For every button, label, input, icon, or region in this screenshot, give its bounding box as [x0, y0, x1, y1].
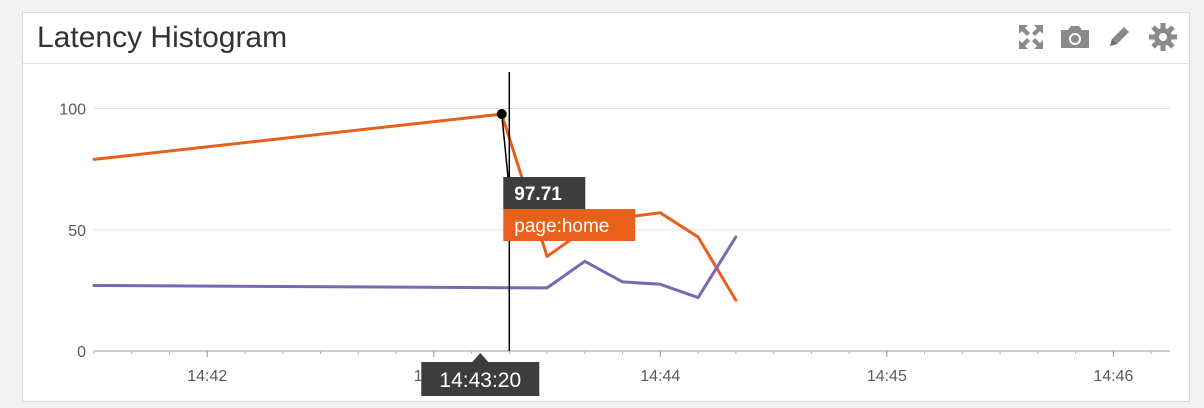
tooltip-value: 97.71 [514, 184, 562, 205]
y-tick-label: 0 [77, 344, 86, 361]
hover-point [497, 109, 507, 119]
series-line-1 [94, 237, 736, 298]
time-tooltip-arrow [472, 353, 488, 362]
x-tick-label: 14:45 [867, 368, 907, 385]
y-tick-label: 50 [68, 223, 86, 240]
tooltip-series-name: page:home [514, 216, 609, 237]
time-tooltip-label: 14:43:20 [439, 369, 521, 392]
series-line-0 [94, 114, 736, 300]
x-tick-label: 14:46 [1093, 368, 1133, 385]
x-tick-label: 14:44 [640, 368, 680, 385]
y-tick-label: 100 [59, 102, 86, 119]
x-tick-label: 14:42 [187, 368, 227, 385]
